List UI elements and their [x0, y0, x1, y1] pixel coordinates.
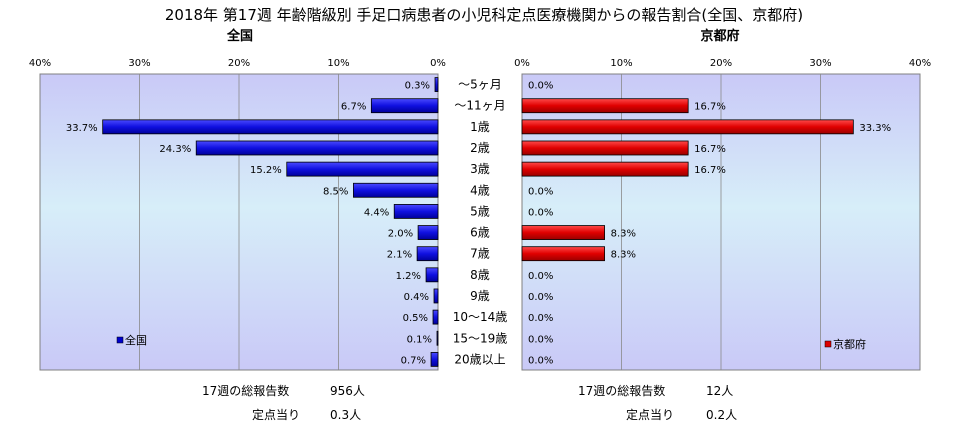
value-label-national-0: 0.3% [405, 81, 430, 92]
category-label-10: 9歳 [470, 289, 490, 303]
category-label-11: 10～14歳 [453, 310, 508, 324]
bar-national-7 [417, 225, 439, 240]
x-tick-national-1: 10% [327, 58, 349, 69]
category-label-6: 5歳 [470, 204, 490, 218]
bar-national-13 [430, 351, 439, 367]
per-site-label-kyoto: 定点当り [626, 407, 674, 422]
per-site-value-national: 0.3人 [330, 408, 361, 422]
category-label-5: 4歳 [470, 183, 490, 197]
per-site-value-kyoto: 0.2人 [706, 408, 737, 422]
x-tick-national-2: 20% [228, 58, 250, 69]
value-label-kyoto-1: 16.7% [694, 102, 726, 113]
value-label-national-9: 1.2% [396, 271, 421, 282]
bar-kyoto-2 [521, 119, 854, 135]
bar-national-0 [434, 77, 439, 92]
value-label-national-2: 33.7% [66, 123, 98, 134]
value-label-national-5: 8.5% [323, 186, 348, 197]
category-label-2: 1歳 [470, 120, 490, 134]
bar-national-12 [436, 330, 439, 346]
legend-swatch-kyoto [824, 340, 832, 348]
x-tick-kyoto-4: 40% [909, 58, 931, 69]
category-label-0: ～5ヶ月 [458, 78, 502, 92]
value-label-kyoto-5: 0.0% [528, 186, 553, 197]
x-tick-kyoto-2: 20% [710, 58, 732, 69]
bar-kyoto-7 [521, 225, 605, 240]
value-label-kyoto-12: 0.0% [528, 334, 553, 345]
bar-kyoto-4 [521, 161, 689, 177]
value-label-kyoto-10: 0.0% [528, 292, 553, 303]
bar-national-1 [370, 98, 439, 114]
legend-label-national: 全国 [125, 333, 147, 347]
total-reports-label-national: 17週の総報告数 [202, 383, 289, 398]
value-label-kyoto-11: 0.0% [528, 313, 553, 324]
bar-kyoto-3 [521, 140, 689, 156]
legend-swatch-national [116, 336, 124, 344]
bar-national-9 [425, 267, 439, 283]
value-label-kyoto-2: 33.3% [859, 123, 891, 134]
per-site-label-national: 定点当り [252, 407, 300, 422]
bar-kyoto-1 [521, 98, 689, 114]
bar-national-8 [416, 246, 439, 262]
value-label-kyoto-13: 0.0% [528, 355, 553, 366]
x-tick-kyoto-0: 0% [514, 58, 530, 69]
value-label-national-11: 0.5% [403, 313, 428, 324]
value-label-national-3: 24.3% [159, 144, 191, 155]
value-label-kyoto-9: 0.0% [528, 271, 553, 282]
chart-title: 2018年 第17週 年齢階級別 手足口病患者の小児科定点医療機関からの報告割合… [165, 6, 803, 24]
bar-national-2 [102, 119, 439, 135]
x-tick-kyoto-1: 10% [610, 58, 632, 69]
value-label-kyoto-6: 0.0% [528, 207, 553, 218]
total-reports-label-kyoto: 17週の総報告数 [578, 383, 665, 398]
category-label-9: 8歳 [470, 268, 490, 282]
bar-national-11 [432, 309, 439, 325]
legend-kyoto: 京都府 [824, 337, 866, 351]
x-tick-national-3: 30% [128, 58, 150, 69]
total-reports-value-kyoto: 12人 [706, 384, 733, 398]
total-reports-value-national: 956人 [330, 384, 365, 398]
legend-label-kyoto: 京都府 [833, 337, 866, 351]
x-tick-national-4: 40% [29, 58, 51, 69]
value-label-kyoto-7: 8.3% [611, 229, 636, 240]
bar-national-3 [195, 140, 439, 156]
category-label-13: 20歳以上 [454, 352, 505, 366]
bar-national-6 [393, 204, 439, 219]
value-label-national-13: 0.7% [401, 355, 426, 366]
value-label-kyoto-8: 8.3% [611, 250, 636, 261]
value-label-national-4: 15.2% [250, 165, 282, 176]
legend-national: 全国 [116, 333, 147, 347]
bar-national-10 [433, 288, 439, 304]
value-label-kyoto-4: 16.7% [694, 165, 726, 176]
bar-kyoto-8 [521, 246, 605, 262]
value-label-national-7: 2.0% [388, 229, 413, 240]
category-label-1: ～11ヶ月 [454, 99, 505, 113]
panel-title-kyoto: 京都府 [700, 28, 739, 44]
category-label-7: 6歳 [470, 226, 490, 240]
value-label-national-1: 6.7% [341, 102, 366, 113]
value-label-national-8: 2.1% [387, 250, 412, 261]
panel-title-national: 全国 [226, 28, 253, 44]
value-label-national-6: 4.4% [364, 207, 389, 218]
bar-national-5 [353, 182, 439, 198]
category-label-12: 15～19歳 [453, 331, 508, 345]
x-tick-national-0: 0% [430, 58, 446, 69]
value-label-national-12: 0.1% [407, 334, 432, 345]
category-label-8: 7歳 [470, 247, 490, 261]
category-label-3: 2歳 [470, 141, 490, 155]
value-label-national-10: 0.4% [404, 292, 429, 303]
value-label-kyoto-0: 0.0% [528, 81, 553, 92]
bar-national-4 [286, 161, 439, 177]
x-tick-kyoto-3: 30% [809, 58, 831, 69]
category-label-4: 3歳 [470, 162, 490, 176]
value-label-kyoto-3: 16.7% [694, 144, 726, 155]
